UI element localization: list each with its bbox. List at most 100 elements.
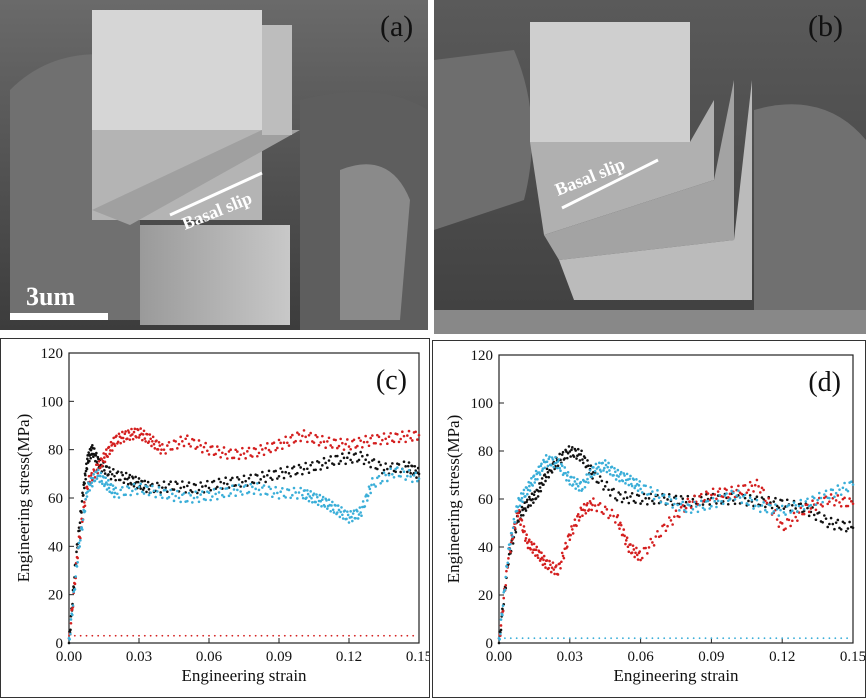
data-point: [289, 474, 292, 478]
data-point: [279, 467, 282, 470]
data-point: [110, 472, 114, 476]
data-point: [132, 634, 135, 637]
data-point: [509, 637, 512, 640]
data-point: [637, 494, 641, 497]
data-point: [174, 494, 177, 498]
data-point: [278, 634, 280, 637]
data-point: [100, 457, 103, 461]
data-point: [802, 507, 806, 511]
data-point: [72, 590, 75, 594]
data-point: [629, 495, 632, 498]
data-point: [272, 634, 275, 637]
data-point: [669, 498, 673, 501]
data-point: [715, 497, 718, 501]
x-tick-label: 0.12: [336, 649, 362, 665]
data-point: [528, 484, 531, 488]
data-point: [402, 460, 406, 464]
data-point: [107, 473, 110, 476]
data-point: [608, 494, 612, 497]
data-point: [154, 495, 157, 499]
data-point: [85, 634, 88, 637]
data-point: [266, 442, 269, 445]
data-point: [569, 455, 572, 458]
data-point: [721, 502, 725, 506]
data-point: [138, 634, 140, 637]
data-point: [601, 461, 604, 465]
data-point: [143, 634, 146, 637]
data-point: [202, 634, 205, 637]
data-point: [402, 470, 406, 474]
data-point: [322, 440, 326, 444]
data-point: [128, 473, 132, 477]
data-point: [633, 637, 636, 640]
data-point: [595, 509, 599, 513]
data-point: [850, 500, 853, 503]
data-point: [710, 637, 713, 640]
data-point: [504, 583, 508, 587]
data-point: [610, 465, 614, 469]
data-point: [526, 546, 530, 550]
data-point: [651, 541, 654, 544]
data-point: [622, 528, 626, 531]
data-point: [277, 474, 281, 478]
data-point: [834, 491, 838, 495]
data-point: [251, 455, 254, 458]
data-point: [337, 444, 341, 448]
data-point: [237, 457, 241, 461]
data-point: [77, 526, 81, 529]
data-point: [681, 500, 685, 504]
x-tick-label: 0.03: [126, 649, 152, 665]
data-point: [105, 488, 109, 491]
data-point: [81, 491, 84, 495]
data-point: [623, 534, 626, 538]
data-point: [379, 482, 382, 485]
data-point: [644, 496, 647, 500]
data-point: [726, 499, 730, 503]
data-point: [282, 476, 286, 480]
data-point: [559, 469, 562, 473]
data-point: [103, 472, 107, 475]
data-point: [367, 461, 371, 464]
data-point: [78, 545, 81, 548]
data-point: [725, 492, 728, 495]
data-point: [583, 509, 587, 512]
data-point: [612, 487, 615, 491]
data-point: [397, 440, 401, 444]
data-point: [201, 450, 204, 454]
data-point: [716, 499, 720, 503]
data-point: [567, 479, 571, 482]
data-point: [371, 634, 374, 637]
data-point: [553, 572, 556, 576]
data-point: [557, 637, 559, 640]
data-point: [91, 444, 94, 447]
data-point: [651, 499, 654, 503]
data-point: [146, 432, 149, 436]
data-point: [626, 545, 630, 549]
data-point: [113, 495, 116, 499]
data-point: [344, 462, 347, 466]
data-point: [528, 489, 532, 492]
data-point: [365, 634, 368, 637]
data-point: [587, 481, 590, 484]
data-point: [103, 634, 105, 637]
data-point: [304, 435, 307, 439]
data-point: [271, 495, 274, 499]
data-point: [194, 447, 197, 450]
data-point: [570, 448, 573, 452]
data-point: [139, 482, 142, 486]
data-point: [351, 519, 354, 523]
data-point: [617, 523, 620, 527]
data-point: [151, 482, 154, 486]
data-point: [529, 548, 532, 551]
data-point: [740, 637, 742, 640]
data-point: [216, 485, 219, 489]
data-point: [73, 587, 77, 591]
data-point: [598, 637, 601, 640]
data-point: [831, 488, 835, 492]
data-point: [597, 481, 600, 484]
data-point: [533, 490, 537, 494]
data-point: [629, 474, 632, 478]
data-point: [833, 495, 836, 499]
data-point: [95, 460, 99, 464]
data-point: [179, 486, 182, 490]
